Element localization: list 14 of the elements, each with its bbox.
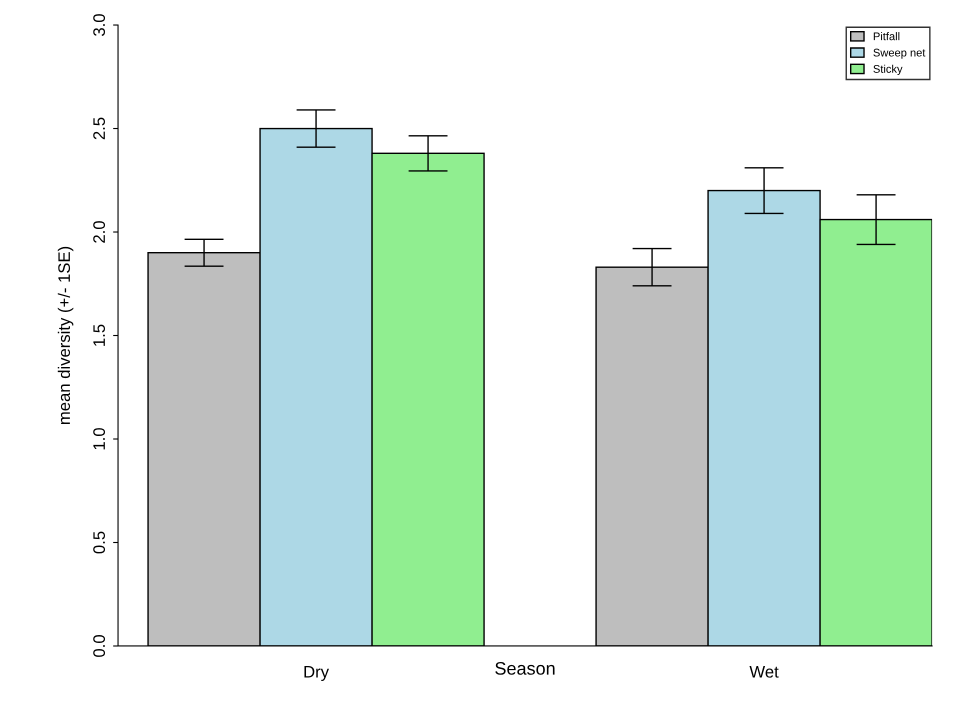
y-tick-label: 0.5 [93, 532, 106, 554]
legend-label: Sweep net [873, 48, 926, 59]
y-axis-title: mean diversity (+/- 1SE) [58, 246, 74, 424]
y-tick-label: 0.0 [93, 635, 106, 657]
y-tick-label: 1.0 [93, 428, 106, 450]
y-tick-label: 3.0 [93, 14, 106, 36]
x-axis-title: Season [495, 662, 555, 675]
legend-label: Sticky [873, 64, 903, 76]
y-tick-label: 2.5 [93, 118, 106, 140]
x-tick-label: Dry [304, 666, 329, 681]
x-tick-label: Wet [749, 666, 779, 678]
y-tick-label: 1.5 [93, 324, 106, 346]
y-tick-label: 2.0 [93, 221, 106, 243]
legend-label: Pitfall [874, 32, 900, 40]
